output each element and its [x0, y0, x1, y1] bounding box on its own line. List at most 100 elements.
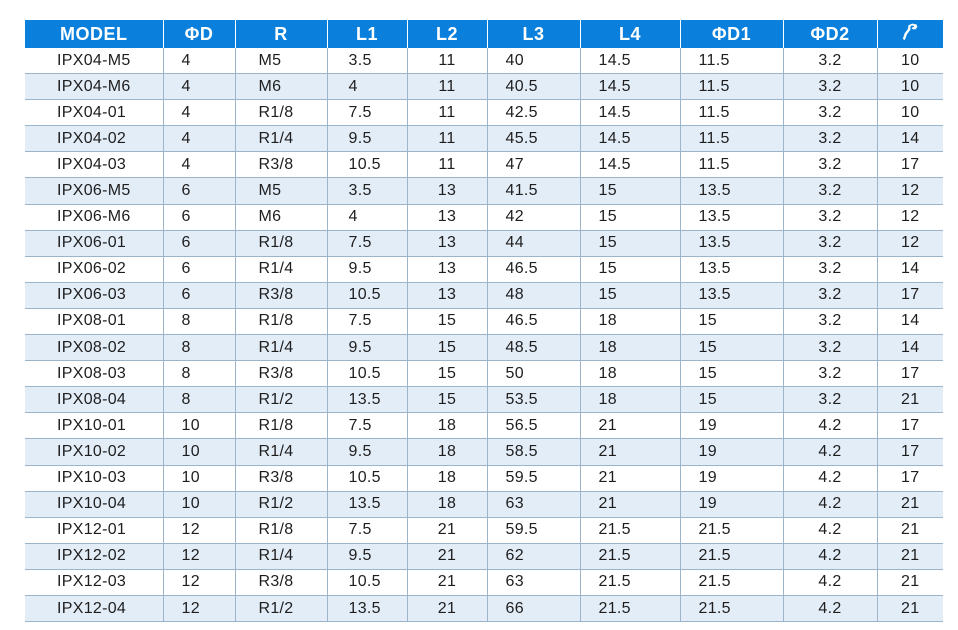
- cell-thread: R3/8: [234, 282, 327, 309]
- cell-l3: 50: [486, 360, 580, 388]
- cell-thread: R1/8: [234, 99, 327, 127]
- cell-d2: 3.2: [782, 386, 877, 414]
- cell-l3: 63: [486, 569, 580, 596]
- header-l1: L1: [326, 20, 407, 48]
- cell-d2: 3.2: [782, 282, 877, 309]
- cell-l2: 13: [406, 177, 487, 205]
- cell-l4: 15: [579, 204, 680, 231]
- cell-wrench-size: 17: [876, 360, 943, 388]
- cell-l4: 14.5: [579, 73, 680, 101]
- cell-model: IPX04-01: [25, 99, 163, 127]
- cell-l3: 44: [486, 230, 580, 257]
- header-l4: L4: [579, 20, 680, 48]
- cell-d1: 15: [679, 334, 783, 362]
- cell-thread: R1/4: [234, 334, 327, 362]
- cell-l2: 11: [406, 99, 487, 127]
- table-row: IPX10-02 10 R1/4 9.5 18 58.5 21 19 4.2 17: [25, 438, 943, 466]
- spec-table-container: MODEL ΦD R L1 L2 L3 L4 ΦD1 ΦD2 IPX04-M5: [25, 20, 943, 623]
- cell-model: IPX04-M5: [25, 48, 163, 75]
- cell-model: IPX06-02: [25, 256, 163, 283]
- cell-l4: 21: [579, 465, 680, 492]
- cell-model: IPX08-04: [25, 386, 163, 414]
- cell-l4: 14.5: [579, 99, 680, 127]
- table-row: IPX12-01 12 R1/8 7.5 21 59.5 21.5 21.5 4.2 21: [25, 517, 943, 544]
- cell-outer-diameter: 8: [162, 360, 235, 388]
- cell-wrench-size: 10: [876, 48, 943, 75]
- cell-thread: M6: [234, 204, 327, 231]
- cell-thread: R1/2: [234, 386, 327, 414]
- cell-thread: R1/8: [234, 517, 327, 544]
- cell-thread: R1/4: [234, 543, 327, 570]
- cell-l1: 4: [326, 204, 407, 231]
- cell-l3: 45.5: [486, 125, 580, 153]
- cell-l4: 14.5: [579, 48, 680, 75]
- cell-outer-diameter: 4: [162, 125, 235, 153]
- cell-l1: 10.5: [326, 569, 407, 596]
- table-row: IPX04-03 4 R3/8 10.5 11 47 14.5 11.5 3.2 17: [25, 151, 943, 179]
- cell-model: IPX04-M6: [25, 73, 163, 101]
- cell-wrench-size: 21: [876, 386, 943, 414]
- header-wrench-size: [876, 20, 943, 48]
- cell-l2: 15: [406, 334, 487, 362]
- table-row: IPX08-02 8 R1/4 9.5 15 48.5 18 15 3.2 14: [25, 334, 943, 362]
- cell-wrench-size: 14: [876, 334, 943, 362]
- cell-l3: 48: [486, 282, 580, 309]
- cell-wrench-size: 17: [876, 151, 943, 179]
- cell-model: IPX06-M6: [25, 204, 163, 231]
- cell-l2: 21: [406, 569, 487, 596]
- cell-l2: 11: [406, 151, 487, 179]
- table-row: IPX12-04 12 R1/2 13.5 21 66 21.5 21.5 4.2 21: [25, 595, 943, 623]
- cell-wrench-size: 17: [876, 465, 943, 492]
- cell-d1: 15: [679, 386, 783, 414]
- cell-d2: 3.2: [782, 73, 877, 101]
- cell-l1: 10.5: [326, 360, 407, 388]
- table-row: IPX08-04 8 R1/2 13.5 15 53.5 18 15 3.2 21: [25, 386, 943, 414]
- cell-l2: 15: [406, 386, 487, 414]
- cell-l4: 21: [579, 491, 680, 518]
- cell-wrench-size: 21: [876, 569, 943, 596]
- cell-l1: 3.5: [326, 177, 407, 205]
- cell-outer-diameter: 10: [162, 412, 235, 440]
- cell-l2: 21: [406, 595, 487, 623]
- cell-thread: R3/8: [234, 151, 327, 179]
- cell-l3: 56.5: [486, 412, 580, 440]
- cell-thread: R1/8: [234, 308, 327, 336]
- cell-l3: 63: [486, 491, 580, 518]
- cell-l1: 10.5: [326, 282, 407, 309]
- cell-l2: 13: [406, 230, 487, 257]
- cell-d2: 3.2: [782, 256, 877, 283]
- cell-l4: 15: [579, 230, 680, 257]
- cell-d2: 4.2: [782, 543, 877, 570]
- cell-l2: 11: [406, 125, 487, 153]
- cell-d2: 4.2: [782, 491, 877, 518]
- cell-l3: 58.5: [486, 438, 580, 466]
- cell-d1: 11.5: [679, 125, 783, 153]
- cell-l1: 4: [326, 73, 407, 101]
- cell-model: IPX12-03: [25, 569, 163, 596]
- cell-d1: 19: [679, 491, 783, 518]
- cell-l1: 9.5: [326, 125, 407, 153]
- cell-l4: 14.5: [579, 151, 680, 179]
- cell-d2: 3.2: [782, 151, 877, 179]
- cell-d1: 19: [679, 465, 783, 492]
- cell-d2: 4.2: [782, 412, 877, 440]
- cell-d1: 21.5: [679, 569, 783, 596]
- cell-l3: 46.5: [486, 256, 580, 283]
- cell-l4: 21: [579, 438, 680, 466]
- cell-l1: 10.5: [326, 151, 407, 179]
- cell-model: IPX04-02: [25, 125, 163, 153]
- header-l2: L2: [406, 20, 487, 48]
- cell-l3: 40: [486, 48, 580, 75]
- cell-model: IPX12-01: [25, 517, 163, 544]
- cell-wrench-size: 17: [876, 282, 943, 309]
- cell-outer-diameter: 6: [162, 177, 235, 205]
- cell-d2: 4.2: [782, 569, 877, 596]
- cell-d2: 4.2: [782, 595, 877, 623]
- cell-l3: 66: [486, 595, 580, 623]
- cell-l1: 13.5: [326, 386, 407, 414]
- cell-l1: 7.5: [326, 308, 407, 336]
- cell-l1: 9.5: [326, 334, 407, 362]
- cell-wrench-size: 21: [876, 595, 943, 623]
- cell-model: IPX10-03: [25, 465, 163, 492]
- cell-wrench-size: 12: [876, 230, 943, 257]
